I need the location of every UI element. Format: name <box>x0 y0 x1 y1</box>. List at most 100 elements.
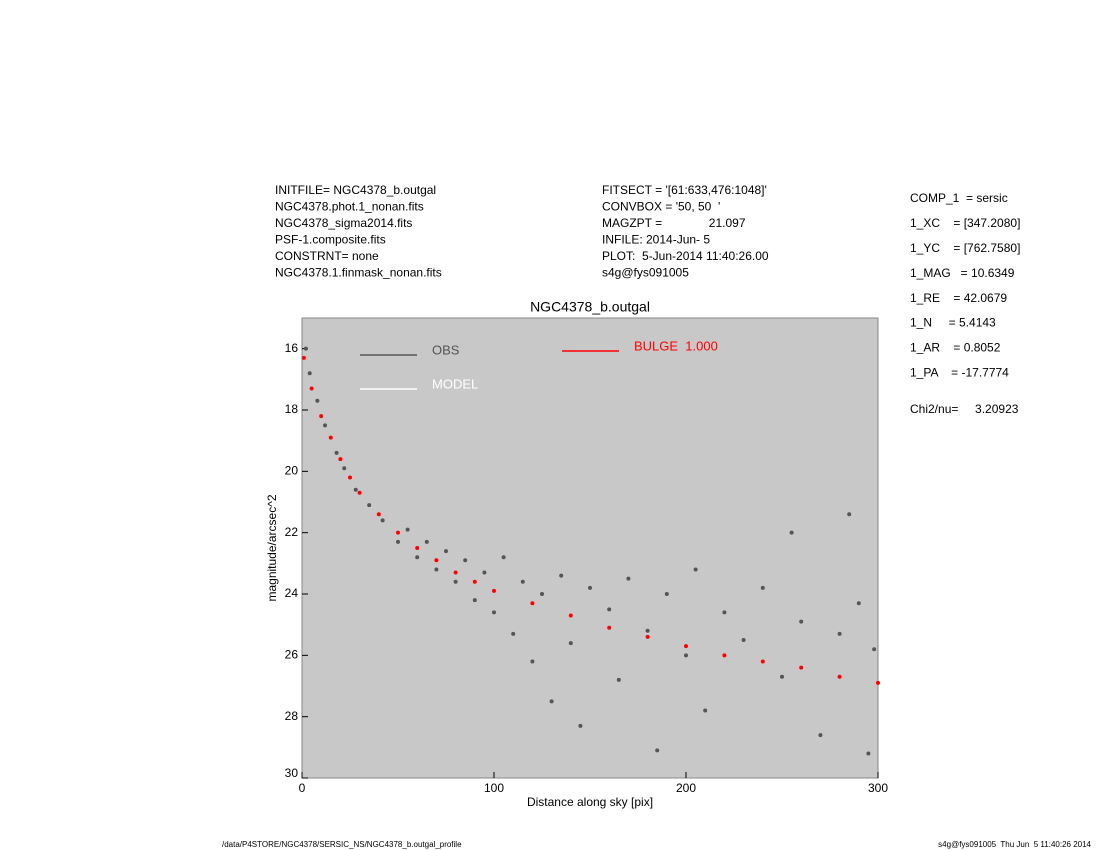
x-tick-label: 200 <box>676 781 696 795</box>
point <box>837 631 842 636</box>
point <box>348 475 352 480</box>
point <box>328 435 333 440</box>
point <box>342 466 347 471</box>
fit-param: COMP_1 = sersic <box>910 191 1008 205</box>
point <box>396 539 400 544</box>
fit-param: 1_XC = [347.2080] <box>910 216 1020 230</box>
point <box>780 674 784 679</box>
header-line: NGC4378.1.finmask_nonan.fits <box>275 266 442 280</box>
point <box>405 527 410 532</box>
point <box>559 573 564 578</box>
point <box>607 607 612 612</box>
point <box>492 588 496 593</box>
x-tick-label: 100 <box>484 781 504 795</box>
fit-param: 1_MAG = 10.6349 <box>910 266 1015 280</box>
header-line: s4g@fys091005 <box>602 266 689 280</box>
point <box>578 723 583 728</box>
header-line: FITSECT = '[61:633,476:1048]' <box>602 183 767 197</box>
legend-label: BULGE 1.000 <box>634 338 718 353</box>
point <box>847 512 852 517</box>
point <box>645 634 650 639</box>
point <box>664 592 669 596</box>
point <box>626 576 631 581</box>
point <box>568 641 573 646</box>
chart-title: NGC4378_b.outgal <box>530 299 650 315</box>
point <box>722 610 727 615</box>
fit-param: 1_RE = 42.0679 <box>910 291 1007 305</box>
header-line: CONSTRNT= none <box>275 249 379 263</box>
point <box>818 733 823 738</box>
x-tick-label: 300 <box>868 781 888 795</box>
y-tick-label: 26 <box>285 648 299 662</box>
point <box>319 414 324 419</box>
point <box>799 619 804 624</box>
y-tick-label: 30 <box>285 766 299 780</box>
point <box>799 665 804 670</box>
point <box>376 512 381 517</box>
point <box>872 647 877 652</box>
header-line: PSF-1.composite.fits <box>275 233 386 247</box>
point <box>530 659 535 664</box>
point <box>472 579 477 584</box>
y-tick-label: 16 <box>285 341 299 355</box>
point <box>511 631 516 636</box>
point <box>645 628 650 633</box>
header-line: PLOT: 5-Jun-2014 11:40:26.00 <box>602 249 769 263</box>
footer-path: /data/P4STORE/NGC4378/SERSIC_NS/NGC4378_… <box>222 840 462 849</box>
point <box>501 555 506 560</box>
point <box>434 567 439 572</box>
point <box>530 601 535 606</box>
point <box>588 585 592 590</box>
point <box>323 423 328 428</box>
point <box>415 555 420 560</box>
point <box>482 570 487 575</box>
fit-param: 1_AR = 0.8052 <box>910 341 1001 355</box>
y-tick-label: 18 <box>285 402 299 416</box>
point <box>856 601 861 606</box>
point <box>453 570 458 575</box>
point <box>463 558 468 563</box>
x-tick-label: 0 <box>299 781 306 795</box>
y-tick-label: 20 <box>285 464 299 478</box>
point <box>760 585 765 590</box>
point <box>655 748 660 753</box>
point <box>396 530 400 535</box>
point <box>338 457 343 462</box>
point <box>301 355 306 360</box>
point <box>568 613 573 618</box>
point <box>380 518 385 523</box>
point <box>424 539 429 544</box>
fit-param: 1_YC = [762.7580] <box>910 241 1020 255</box>
point <box>684 653 688 658</box>
y-tick-label: 22 <box>285 525 299 539</box>
header-line: INFILE: 2014-Jun- 5 <box>602 233 710 247</box>
point <box>472 598 477 603</box>
point <box>434 558 439 563</box>
point <box>303 346 308 351</box>
point <box>616 677 621 682</box>
point <box>760 659 765 664</box>
x-axis-label: Distance along sky [pix] <box>527 795 653 809</box>
point <box>520 579 525 584</box>
point <box>309 386 314 391</box>
header-line: MAGZPT = 21.097 <box>602 216 746 230</box>
point <box>549 699 554 704</box>
point <box>307 371 312 376</box>
point <box>607 625 612 630</box>
point <box>876 680 880 685</box>
y-tick-label: 24 <box>285 586 299 600</box>
point <box>866 751 871 756</box>
point <box>684 644 688 649</box>
point <box>540 592 544 596</box>
footer-stamp: s4g@fys091005 Thu Jun 5 11:40:26 2014 <box>938 840 1091 849</box>
point <box>722 653 727 658</box>
point <box>703 708 708 713</box>
y-axis-label: magnitude/arcsec^2 <box>265 494 279 601</box>
point <box>334 450 339 455</box>
point <box>444 549 448 554</box>
point <box>357 490 362 495</box>
fit-param: 1_N = 5.4143 <box>910 316 996 330</box>
point <box>741 638 746 642</box>
header-line: NGC4378.phot.1_nonan.fits <box>275 200 424 214</box>
